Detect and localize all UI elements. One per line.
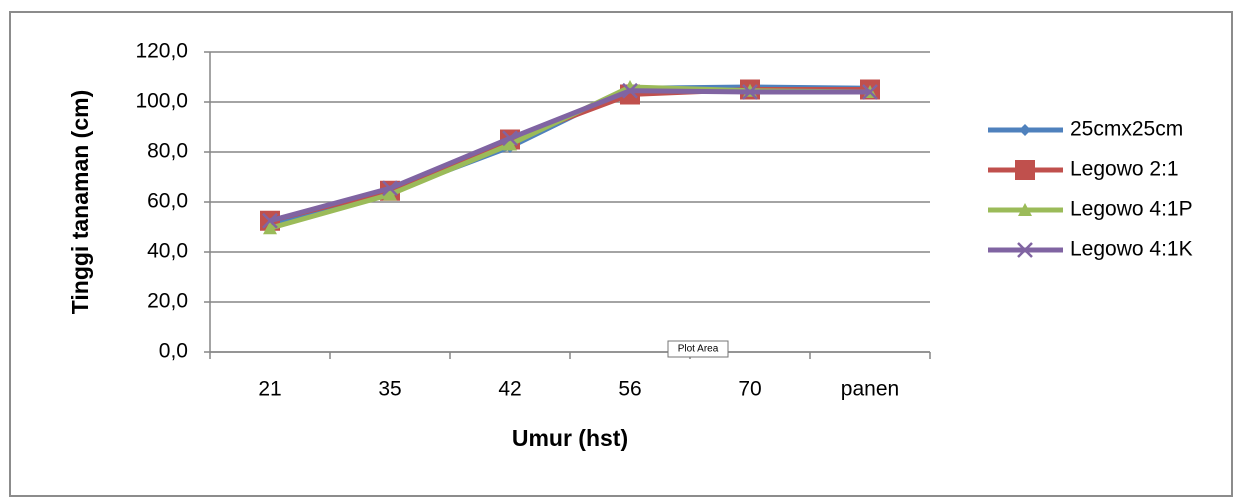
y-tick-label: 20,0 (147, 290, 188, 313)
y-tick-label: 60,0 (147, 190, 188, 213)
data-point (262, 212, 278, 229)
data-point (862, 84, 878, 100)
legend-label: Legowo 4:1K (1070, 238, 1193, 261)
series-line (269, 88, 870, 224)
legend-marker (1019, 124, 1031, 136)
data-point (742, 84, 758, 100)
x-tick-label: panen (841, 378, 899, 401)
y-tick-label: 0,0 (159, 340, 188, 363)
tooltip-text: Plot Area (678, 344, 719, 355)
y-tick-label: 120,0 (135, 40, 188, 63)
x-tick-label: 70 (738, 378, 761, 401)
legend-label: Legowo 4:1P (1070, 198, 1193, 221)
y-tick-label: 40,0 (147, 240, 188, 263)
legend-marker (1018, 203, 1032, 216)
x-tick-label: 21 (258, 378, 281, 401)
legend-label: 25cmx25cm (1070, 118, 1183, 141)
data-point (383, 187, 397, 201)
data-point (622, 82, 638, 99)
y-tick-label: 100,0 (135, 90, 188, 113)
tooltip-box (667, 340, 729, 358)
legend-label: Legowo 2:1 (1070, 158, 1179, 181)
x-axis-title: Umur (hst) (512, 425, 628, 451)
x-tick-label: 42 (498, 378, 521, 401)
x-tick-label: 35 (378, 378, 401, 401)
data-point (502, 130, 518, 147)
y-tick-label: 80,0 (147, 140, 188, 163)
legend-marker (1017, 242, 1033, 258)
data-point (503, 137, 517, 151)
tooltip: Plot Area (667, 340, 729, 358)
legend-marker (1015, 160, 1035, 180)
y-axis-title: Tinggi tanaman (cm) (67, 90, 93, 315)
data-point (382, 180, 398, 197)
data-point (263, 221, 277, 235)
x-tick-label: 56 (618, 378, 641, 401)
